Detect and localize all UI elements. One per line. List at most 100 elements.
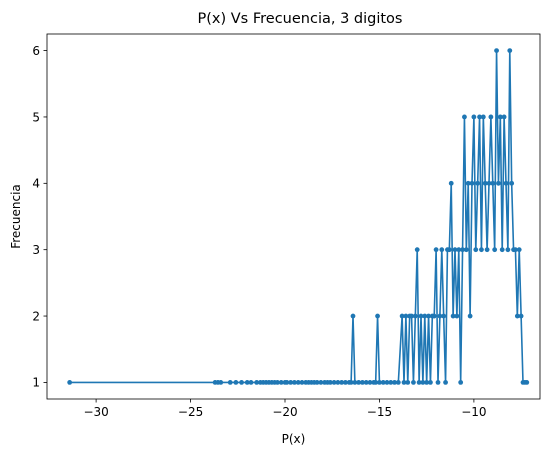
data-point bbox=[509, 180, 515, 186]
axes-frame bbox=[46, 33, 541, 400]
data-point bbox=[380, 380, 386, 385]
y-axis: 1 2 3 4 5 6 bbox=[32, 44, 47, 390]
x-tick-label: −15 bbox=[367, 405, 392, 419]
data-point bbox=[482, 180, 488, 186]
data-point bbox=[503, 180, 509, 186]
data-point bbox=[490, 180, 496, 186]
data-point bbox=[439, 247, 445, 253]
data-point bbox=[514, 313, 520, 319]
data-point bbox=[401, 380, 407, 385]
data-point bbox=[494, 48, 499, 53]
data-point bbox=[399, 313, 405, 319]
x-tick-label: −25 bbox=[178, 405, 203, 419]
x-tick-label: −10 bbox=[461, 405, 486, 419]
data-point bbox=[441, 313, 447, 319]
data-point bbox=[403, 313, 409, 319]
data-point bbox=[433, 247, 439, 253]
chart-title: P(x) Vs Frecuencia, 3 digitos bbox=[198, 11, 403, 27]
data-point bbox=[218, 380, 224, 385]
data-point bbox=[496, 180, 501, 186]
data-point bbox=[431, 313, 437, 319]
data-point bbox=[484, 247, 490, 253]
data-point bbox=[295, 380, 301, 385]
y-tick-label: 3 bbox=[32, 243, 40, 257]
y-axis-label: Frecuencia bbox=[9, 184, 23, 249]
data-point bbox=[373, 380, 379, 385]
data-point bbox=[335, 380, 341, 385]
data-point bbox=[463, 247, 469, 253]
x-tick-label: −20 bbox=[272, 405, 297, 419]
data-point bbox=[363, 380, 369, 385]
data-point bbox=[288, 380, 294, 385]
data-point bbox=[227, 380, 233, 385]
data-point bbox=[275, 380, 280, 385]
data-point bbox=[428, 380, 433, 385]
data-point bbox=[454, 313, 460, 319]
data-point bbox=[473, 247, 479, 253]
data-point bbox=[477, 114, 482, 120]
data-point bbox=[411, 380, 416, 385]
data-point bbox=[505, 247, 511, 253]
data-point bbox=[456, 247, 462, 253]
data-point bbox=[318, 380, 324, 385]
data-point bbox=[299, 380, 305, 385]
data-point bbox=[443, 380, 448, 385]
data-point bbox=[314, 380, 320, 385]
data-point bbox=[412, 313, 418, 319]
data-point bbox=[392, 380, 397, 385]
data-point bbox=[435, 380, 441, 385]
data-point bbox=[418, 313, 424, 319]
data-point bbox=[388, 380, 394, 385]
y-tick-label: 2 bbox=[32, 309, 40, 323]
x-axis: −30 −25 −20 −15 −10 bbox=[83, 399, 487, 419]
data-point bbox=[480, 114, 486, 120]
data-point bbox=[343, 380, 348, 385]
data-point bbox=[233, 380, 239, 385]
data-point bbox=[469, 180, 475, 186]
data-point bbox=[524, 380, 530, 385]
data-point bbox=[377, 380, 382, 385]
data-point bbox=[331, 380, 337, 385]
data-point bbox=[437, 313, 443, 319]
data-point bbox=[424, 380, 430, 385]
data-point bbox=[492, 247, 498, 253]
data-point bbox=[471, 114, 477, 120]
data-point bbox=[292, 380, 297, 385]
data-point bbox=[360, 380, 365, 385]
series-line bbox=[69, 49, 527, 384]
data-point bbox=[499, 247, 505, 253]
data-point bbox=[339, 380, 345, 385]
y-tick-label: 5 bbox=[32, 110, 40, 124]
data-point bbox=[518, 313, 524, 319]
data-point bbox=[450, 313, 456, 319]
data-point bbox=[367, 380, 373, 385]
data-point bbox=[327, 380, 333, 385]
data-point bbox=[409, 313, 414, 319]
plot-area bbox=[67, 48, 530, 385]
data-point bbox=[395, 380, 401, 385]
y-tick-label: 4 bbox=[32, 177, 40, 191]
data-point bbox=[384, 380, 390, 385]
data-point bbox=[479, 247, 484, 253]
data-point bbox=[284, 380, 290, 385]
data-point bbox=[462, 114, 467, 120]
data-point bbox=[426, 313, 431, 319]
data-point bbox=[414, 247, 420, 253]
data-point bbox=[348, 380, 354, 385]
x-tick-label: −30 bbox=[83, 405, 108, 419]
data-point bbox=[420, 380, 426, 385]
x-axis-label: P(x) bbox=[282, 432, 306, 446]
data-point bbox=[375, 313, 380, 319]
data-point bbox=[507, 48, 513, 53]
data-point bbox=[458, 380, 464, 385]
data-point bbox=[356, 380, 362, 385]
data-point bbox=[501, 114, 507, 120]
data-point bbox=[416, 380, 422, 385]
data-point bbox=[254, 380, 260, 385]
data-point bbox=[244, 380, 250, 385]
y-tick-label: 1 bbox=[32, 376, 40, 390]
data-point bbox=[350, 313, 356, 319]
data-point bbox=[248, 380, 254, 385]
data-point bbox=[67, 380, 73, 385]
